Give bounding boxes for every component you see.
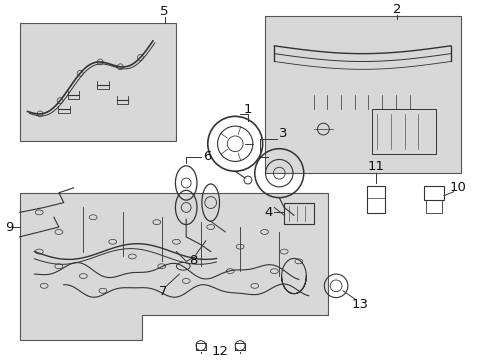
Text: 1: 1 bbox=[243, 103, 252, 116]
Text: 7: 7 bbox=[158, 285, 166, 298]
Text: 10: 10 bbox=[448, 181, 465, 194]
Text: 3: 3 bbox=[278, 126, 287, 140]
Text: 13: 13 bbox=[350, 298, 367, 311]
Text: 5: 5 bbox=[160, 5, 168, 18]
Bar bbox=[366, 186, 384, 213]
Text: 6: 6 bbox=[203, 150, 211, 163]
Bar bbox=[424, 186, 443, 200]
Bar bbox=[264, 17, 460, 173]
Text: 12: 12 bbox=[212, 345, 228, 358]
Text: 9: 9 bbox=[5, 221, 13, 234]
Bar bbox=[20, 23, 176, 141]
Text: 2: 2 bbox=[392, 3, 400, 16]
Bar bbox=[371, 109, 435, 154]
Text: 11: 11 bbox=[367, 160, 384, 173]
Polygon shape bbox=[20, 193, 327, 340]
Text: 8: 8 bbox=[188, 254, 197, 267]
Text: 4: 4 bbox=[264, 206, 272, 219]
Bar bbox=[284, 203, 313, 224]
Bar bbox=[426, 200, 441, 213]
